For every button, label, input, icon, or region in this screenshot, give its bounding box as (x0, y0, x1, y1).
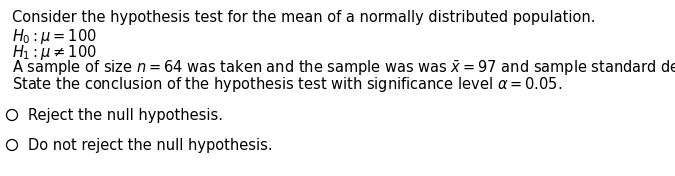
Text: Reject the null hypothesis.: Reject the null hypothesis. (28, 108, 223, 123)
Text: $H_1 : \mu \neq 100$: $H_1 : \mu \neq 100$ (12, 43, 97, 62)
Text: Do not reject the null hypothesis.: Do not reject the null hypothesis. (28, 138, 273, 153)
Text: $H_0 : \mu = 100$: $H_0 : \mu = 100$ (12, 27, 97, 46)
Text: A sample of size $n = 64$ was taken and the sample was was $\bar{x} = 97$ and sa: A sample of size $n = 64$ was taken and … (12, 59, 675, 78)
Text: Consider the hypothesis test for the mean of a normally distributed population.: Consider the hypothesis test for the mea… (12, 10, 595, 25)
Text: State the conclusion of the hypothesis test with significance level $\alpha = 0.: State the conclusion of the hypothesis t… (12, 75, 562, 94)
